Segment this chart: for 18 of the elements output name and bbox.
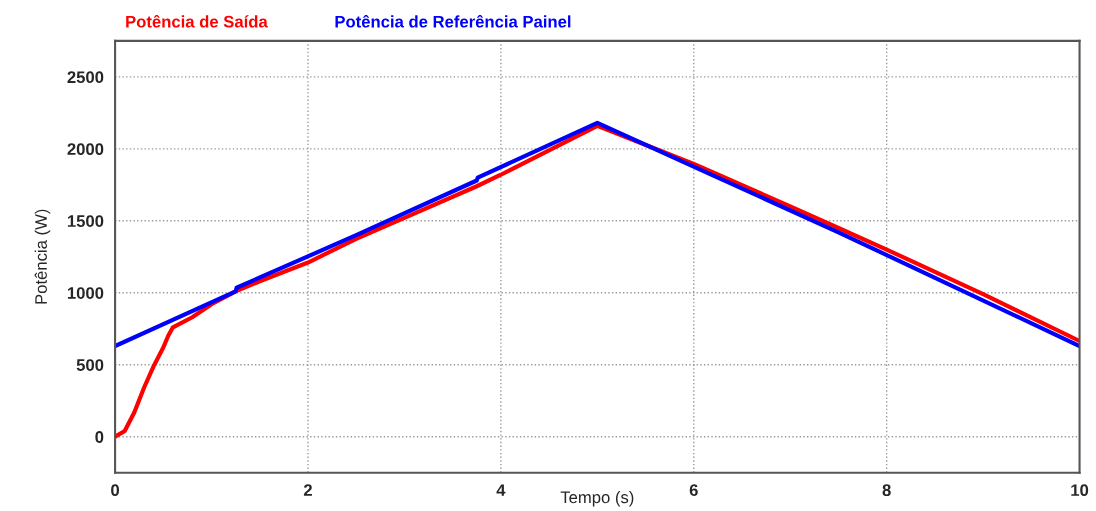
- line-series: [115, 120, 1080, 349]
- text: Potência de Saída: [126, 14, 268, 28]
- y-tick-label: 2500: [67, 71, 104, 84]
- y-tick-label: 0: [95, 431, 104, 443]
- x-tick-label: 10: [1071, 484, 1089, 497]
- y-axis-title: Potência (W): [34, 209, 51, 304]
- line-series: [115, 123, 1080, 439]
- y-tick-label: 500: [76, 359, 104, 371]
- y-tick-label: 1500: [67, 215, 104, 227]
- x-tick-label: 6: [689, 484, 698, 497]
- x-tick-label: 2: [303, 484, 312, 496]
- x-tick-label: 8: [882, 484, 891, 497]
- text: Potência de Referência Painel: [335, 14, 571, 28]
- x-tick-label: 0: [111, 484, 120, 497]
- y-tick-label: 1000: [67, 287, 104, 299]
- y-tick-label: 2000: [67, 143, 104, 156]
- x-axis-title: Tempo (s): [560, 490, 634, 507]
- x-tick-label: 4: [496, 484, 506, 496]
